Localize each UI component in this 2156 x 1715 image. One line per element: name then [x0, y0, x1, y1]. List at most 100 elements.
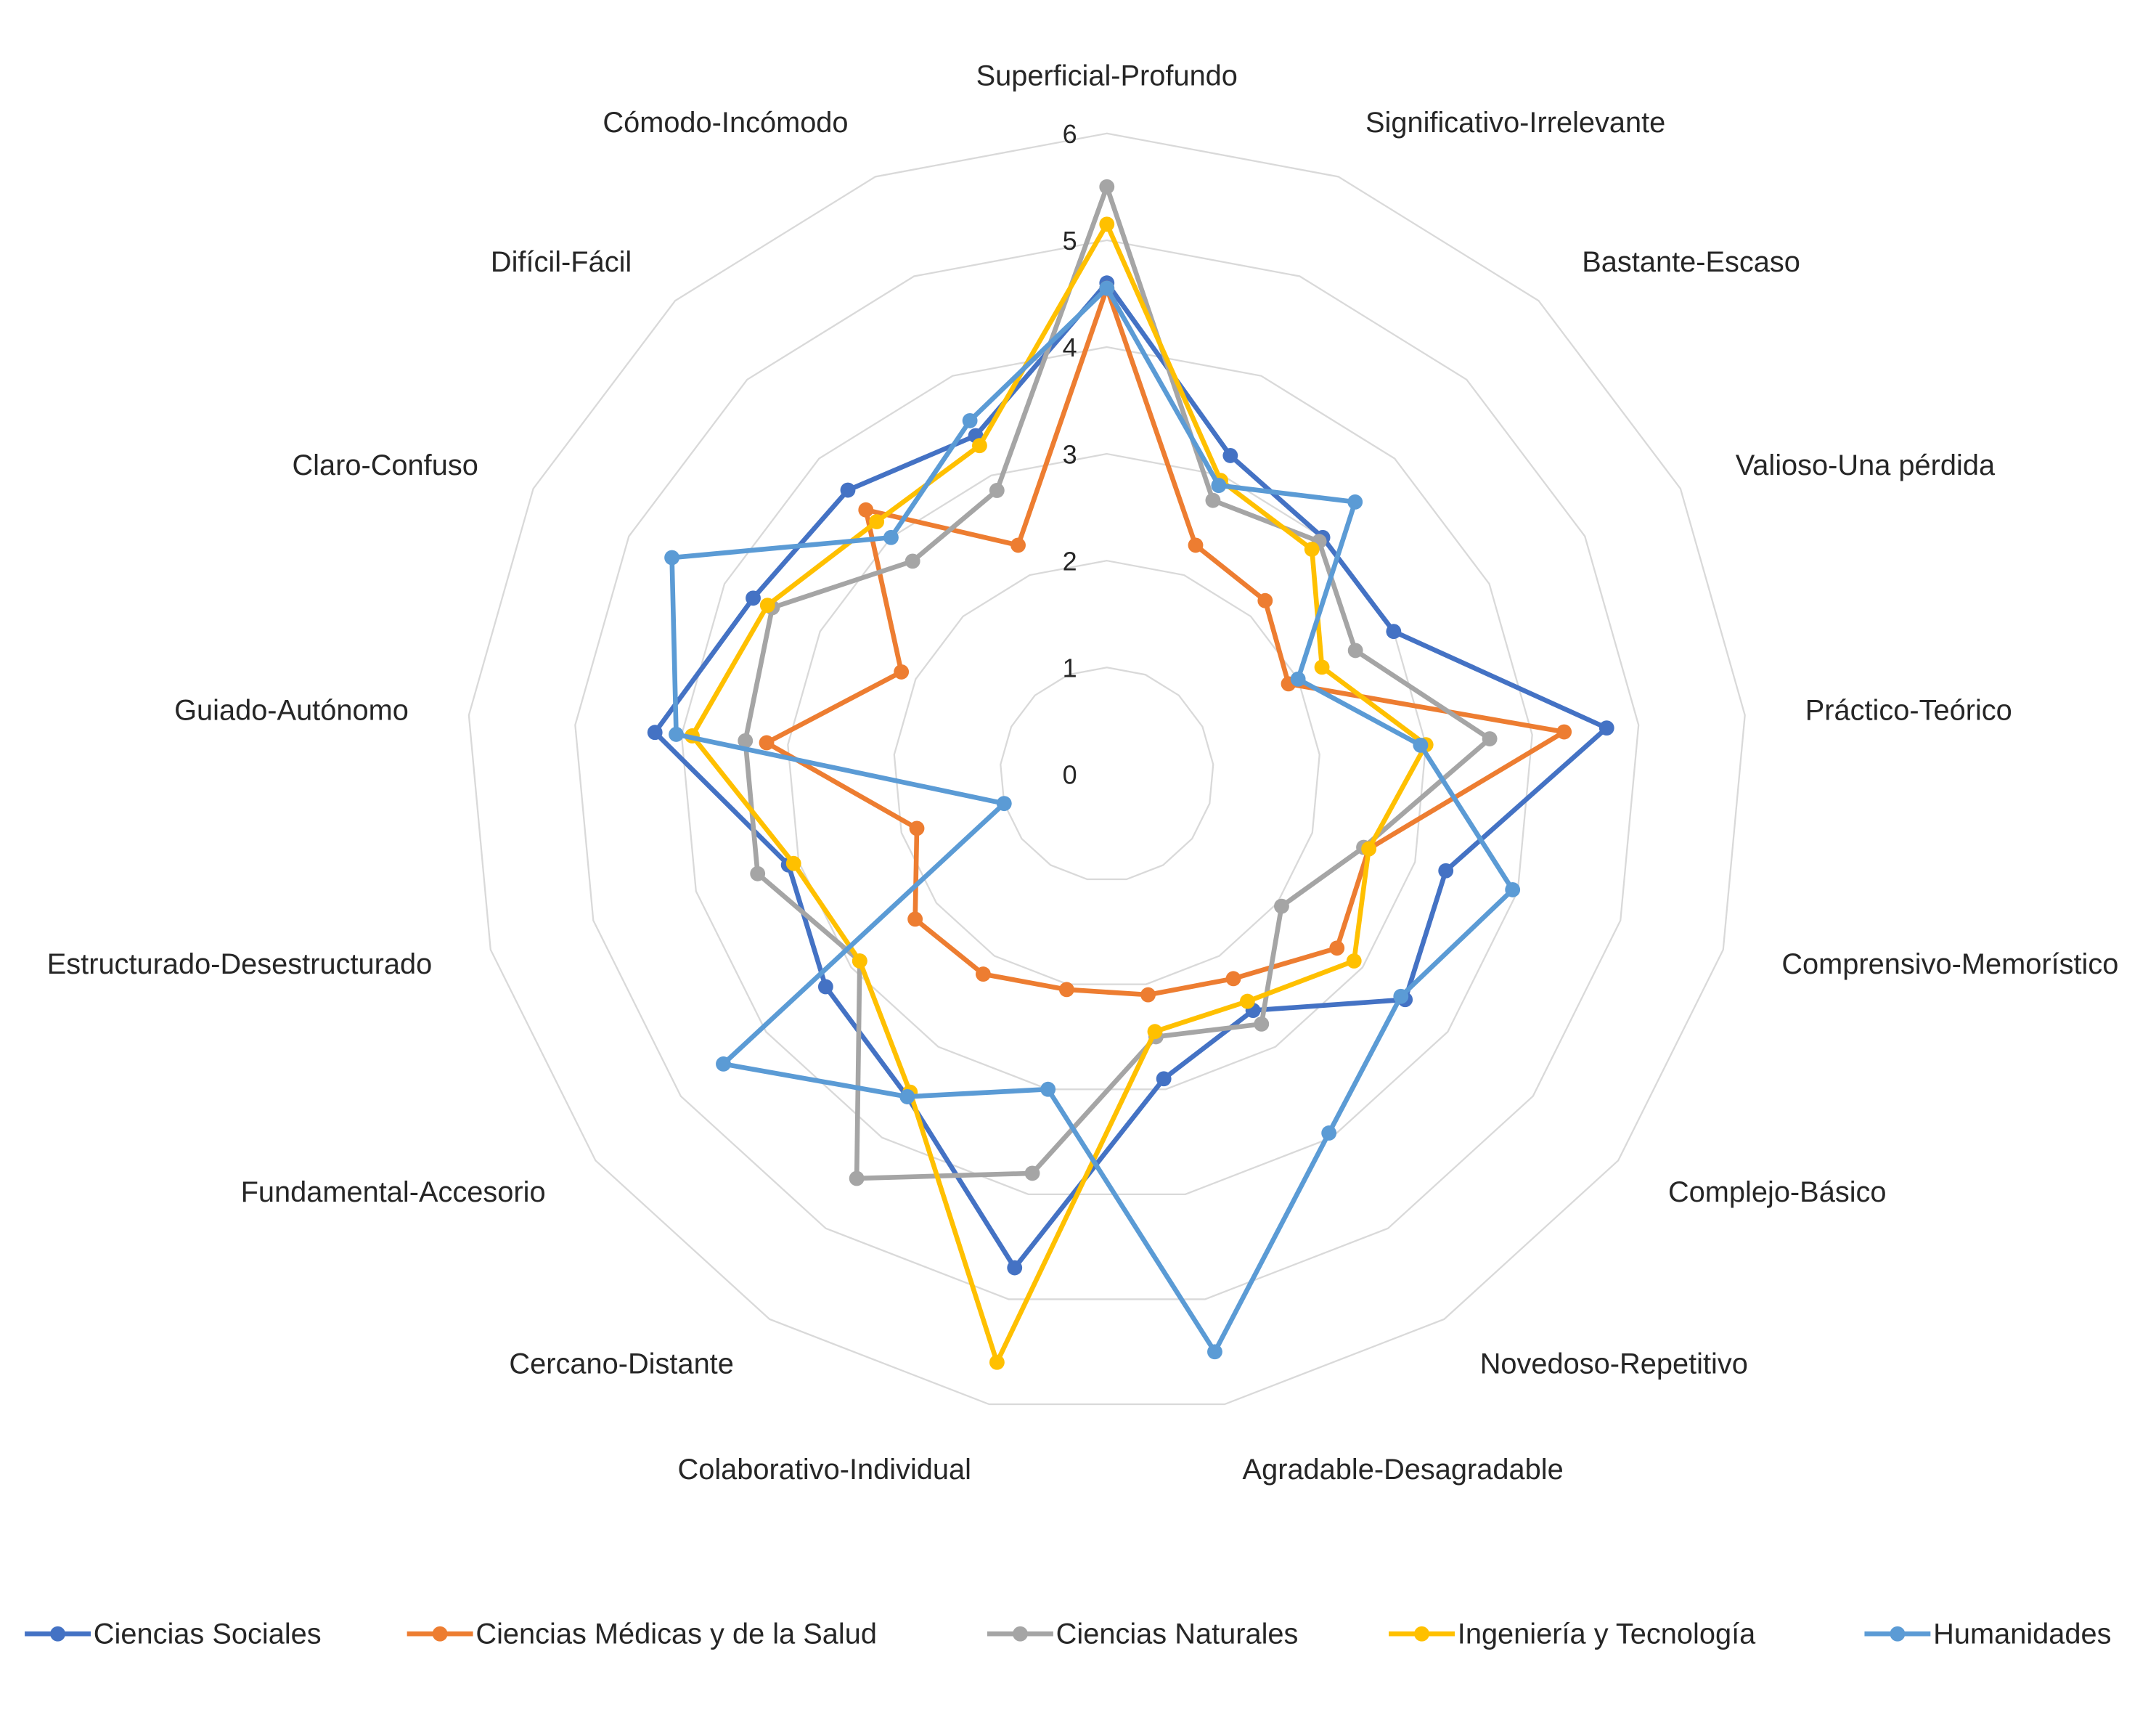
data-point [1140, 987, 1156, 1003]
axis-label: Fundamental-Accesorio [241, 1176, 546, 1208]
r-tick-label: 5 [1063, 226, 1077, 256]
data-point [1413, 737, 1429, 753]
data-point [1329, 940, 1345, 956]
r-tick-label: 3 [1063, 439, 1077, 469]
data-point [1393, 988, 1409, 1004]
data-point [1321, 1125, 1337, 1141]
axis-labels: Superficial-Profundo Significativo-Irrele… [47, 60, 2119, 1486]
radial-tick-labels: 0 1 2 3 4 5 6 [1063, 119, 1077, 790]
series-0 [647, 275, 1614, 1276]
axis-label: Comprensivo-Memorístico [1781, 948, 2118, 980]
axis-label: Guiado-Autónomo [174, 695, 409, 727]
data-point [1147, 1024, 1163, 1040]
data-point [647, 725, 663, 741]
data-point [869, 514, 885, 529]
data-point [1225, 971, 1241, 987]
axis-label: Claro-Confuso [292, 449, 478, 481]
data-point [989, 1354, 1005, 1370]
axis-label: Colaborativo-Individual [677, 1454, 971, 1486]
data-point [759, 598, 775, 614]
data-point [1188, 537, 1204, 553]
data-point [1274, 898, 1289, 914]
legend-marker-icon [1013, 1626, 1028, 1642]
series-3 [685, 216, 1434, 1370]
data-point [883, 529, 899, 545]
axis-label: Estructurado-Desestructurado [47, 948, 432, 980]
series-line [743, 184, 1493, 1181]
axis-label: Significativo-Irrelevante [1365, 107, 1665, 139]
axis-label: Cercano-Distante [509, 1348, 733, 1380]
axis-label: Valioso-Una pérdida [1736, 449, 1996, 481]
data-point [1099, 216, 1115, 232]
data-point [899, 1089, 915, 1104]
data-point [664, 550, 680, 566]
data-point [746, 590, 761, 606]
axis-label: Superficial-Profundo [976, 60, 1238, 91]
data-point [1438, 863, 1454, 879]
data-point [907, 911, 923, 927]
data-point [1222, 448, 1238, 463]
data-point [817, 979, 833, 995]
data-point [1347, 494, 1363, 510]
data-point [975, 966, 991, 982]
data-point [1040, 1081, 1056, 1097]
series-line [652, 280, 1609, 1271]
axis-label: Difícil-Fácil [491, 246, 632, 278]
data-point [849, 1170, 865, 1186]
data-point [1290, 671, 1306, 687]
legend-item: Ingeniería y Tecnología [1389, 1618, 1756, 1650]
axis-label: Práctico-Teórico [1805, 695, 2012, 727]
data-point [858, 502, 874, 518]
legend-label: Ciencias Médicas y de la Salud [475, 1618, 877, 1650]
data-point [1346, 953, 1362, 969]
data-point [989, 483, 1005, 498]
data-point [1239, 993, 1255, 1009]
legend-label: Ciencias Sociales [94, 1618, 322, 1650]
data-point [759, 735, 775, 751]
series-4 [664, 280, 1521, 1360]
r-tick-label: 1 [1063, 653, 1077, 683]
data-point [971, 438, 987, 454]
axis-label: Complejo-Básico [1668, 1176, 1887, 1208]
legend-item: Ciencias Médicas y de la Salud [407, 1618, 877, 1650]
data-point [1505, 882, 1521, 897]
data-point [1314, 659, 1330, 675]
r-tick-label: 4 [1063, 333, 1077, 362]
grid-ring [574, 239, 1640, 1300]
data-point [750, 865, 766, 881]
data-point [1156, 1071, 1172, 1087]
axis-label: Agradable-Desagradable [1243, 1454, 1564, 1486]
data-point [1099, 280, 1115, 296]
axis-label: Novedoso-Repetitivo [1480, 1348, 1748, 1380]
r-tick-label: 0 [1063, 760, 1077, 790]
data-point [1024, 1165, 1040, 1181]
data-point [1598, 720, 1614, 736]
grid-ring [893, 560, 1320, 985]
legend-marker-icon [1414, 1626, 1429, 1642]
data-point [996, 796, 1012, 812]
data-point [1207, 1344, 1222, 1360]
legend-marker-icon [1890, 1626, 1906, 1642]
data-point [1556, 724, 1572, 740]
data-point [962, 413, 978, 428]
legend-label: Ingeniería y Tecnología [1458, 1618, 1756, 1650]
data-point [785, 855, 801, 871]
data-point [905, 553, 920, 569]
data-point [1257, 592, 1273, 608]
data-point [669, 727, 684, 742]
radar-grid [467, 132, 1746, 1406]
data-point [1386, 624, 1402, 640]
data-point [1058, 982, 1074, 998]
series-2 [738, 179, 1498, 1186]
series-line [764, 285, 1567, 998]
data-point [716, 1056, 731, 1072]
legend-item: Ciencias Naturales [987, 1618, 1298, 1650]
grid-ring [1000, 667, 1214, 881]
legend-marker-icon [432, 1626, 448, 1642]
data-point [1361, 841, 1377, 857]
legend: Ciencias Sociales Ciencias Médicas y de l… [25, 1618, 2112, 1650]
data-point [909, 820, 925, 836]
axis-label: Cómodo-Incómodo [603, 107, 848, 139]
data-point [1205, 492, 1221, 508]
